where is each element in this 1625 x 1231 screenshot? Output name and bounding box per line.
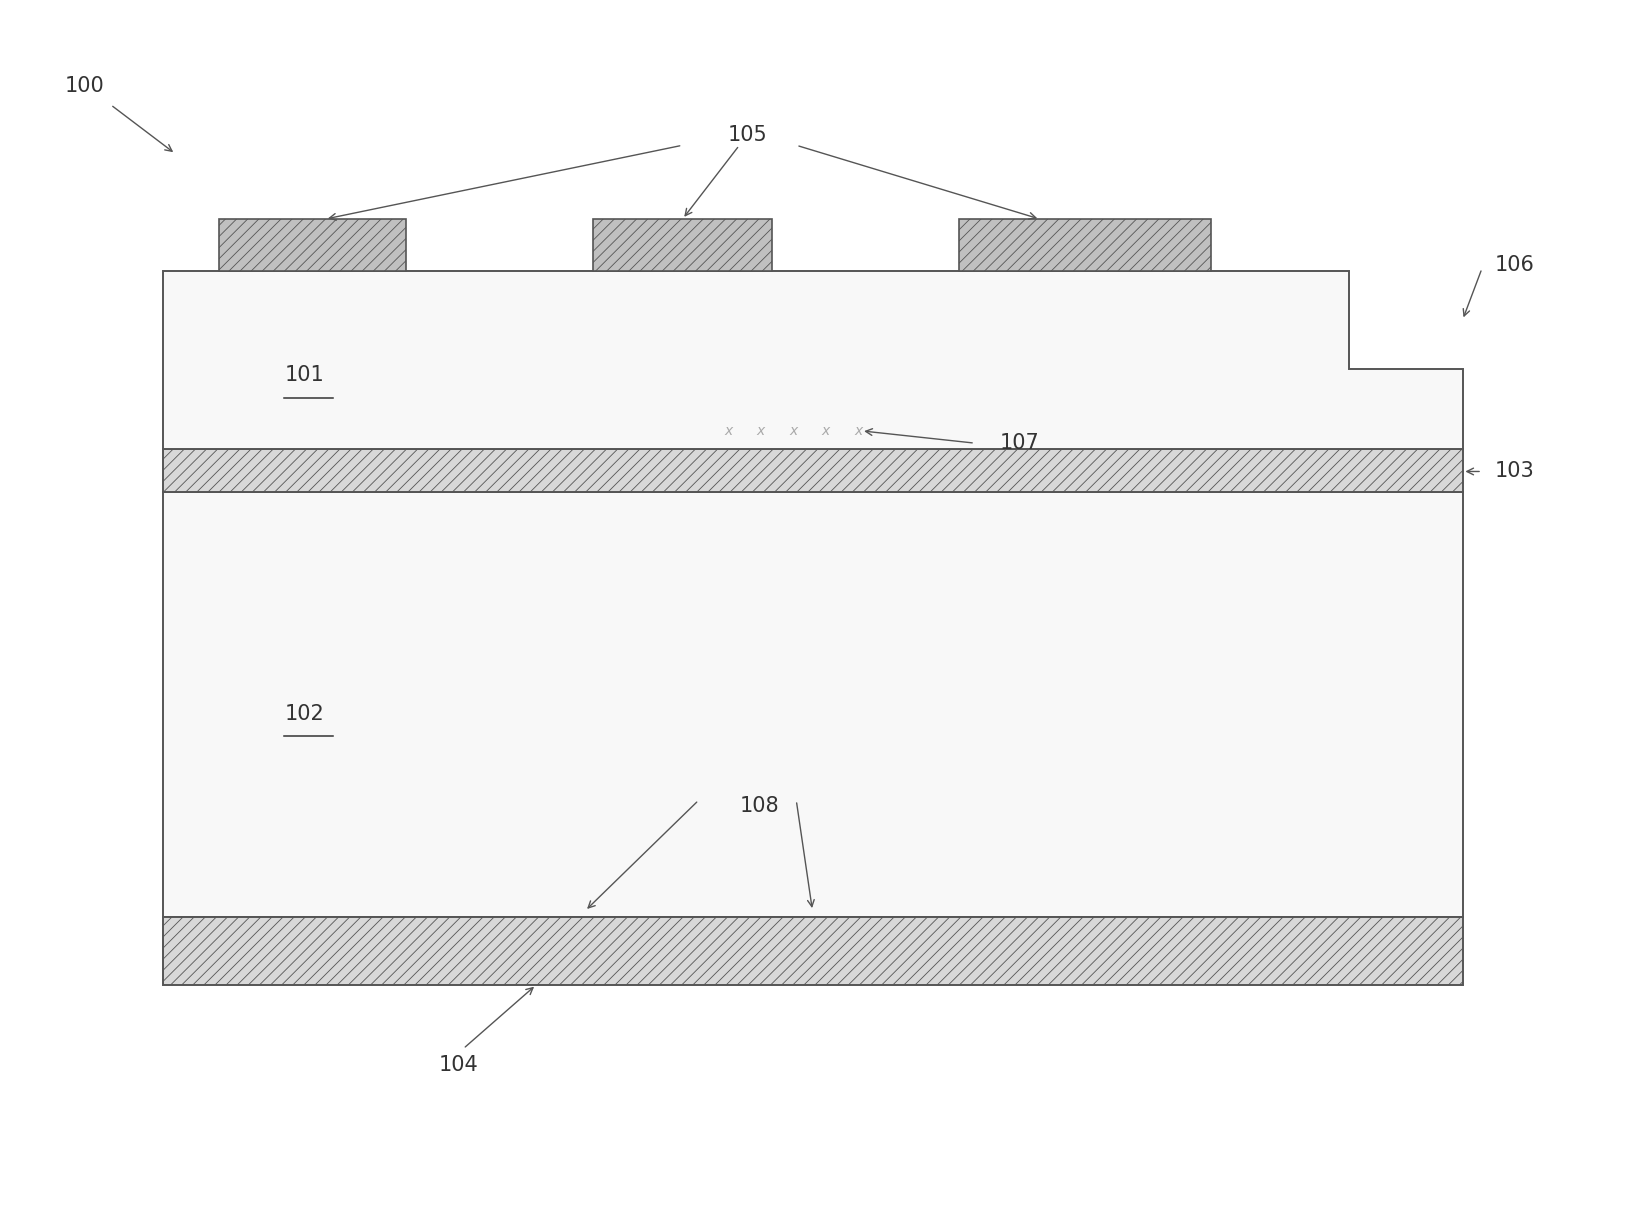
Bar bbox=[219, 219, 406, 271]
Text: 108: 108 bbox=[739, 796, 778, 816]
Text: x: x bbox=[756, 423, 765, 438]
Text: x: x bbox=[853, 423, 863, 438]
Bar bbox=[162, 917, 1462, 985]
Polygon shape bbox=[162, 271, 1462, 449]
Bar bbox=[593, 219, 772, 271]
Text: x: x bbox=[723, 423, 733, 438]
Text: 107: 107 bbox=[999, 433, 1038, 453]
Bar bbox=[162, 492, 1462, 917]
Text: 103: 103 bbox=[1495, 462, 1534, 481]
Text: 101: 101 bbox=[284, 366, 323, 385]
Text: 105: 105 bbox=[728, 126, 767, 145]
Text: x: x bbox=[821, 423, 830, 438]
Text: 100: 100 bbox=[65, 76, 104, 96]
Bar bbox=[162, 449, 1462, 492]
Text: 104: 104 bbox=[439, 1055, 478, 1075]
Text: x: x bbox=[788, 423, 798, 438]
Bar bbox=[959, 219, 1211, 271]
Text: 106: 106 bbox=[1495, 255, 1536, 275]
Text: 102: 102 bbox=[284, 704, 323, 724]
